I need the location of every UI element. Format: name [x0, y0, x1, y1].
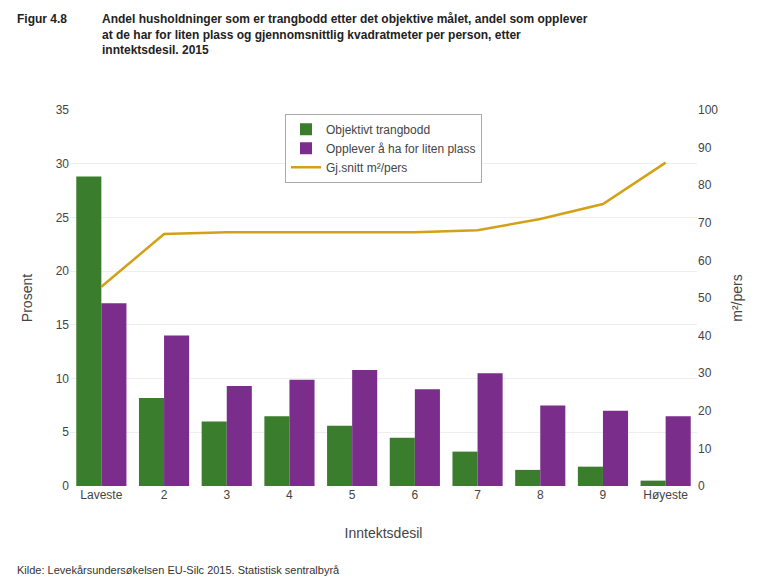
svg-text:15: 15: [56, 318, 70, 332]
svg-text:Andel husholdninger som er tra: Andel husholdninger som er trangbodd ett…: [102, 12, 588, 57]
svg-text:Inntektsdesil: Inntektsdesil: [345, 525, 423, 541]
svg-text:25: 25: [56, 211, 70, 225]
svg-text:m²/pers: m²/pers: [729, 274, 745, 321]
svg-text:0: 0: [698, 479, 705, 493]
svg-text:30: 30: [698, 366, 712, 380]
svg-text:100: 100: [698, 103, 718, 117]
svg-text:Høyeste: Høyeste: [643, 488, 688, 502]
svg-text:Figur 4.8: Figur 4.8: [17, 12, 67, 26]
svg-text:8: 8: [537, 488, 544, 502]
svg-text:35: 35: [56, 103, 70, 117]
svg-text:5: 5: [62, 425, 69, 439]
svg-text:60: 60: [698, 254, 712, 268]
svg-text:20: 20: [698, 404, 712, 418]
svg-text:90: 90: [698, 141, 712, 155]
svg-text:3: 3: [223, 488, 230, 502]
svg-text:6: 6: [412, 488, 419, 502]
svg-text:Gj.snitt m²/pers: Gj.snitt m²/pers: [326, 161, 407, 175]
svg-text:Prosent: Prosent: [19, 274, 35, 322]
svg-text:Opplever å ha for liten plass: Opplever å ha for liten plass: [326, 142, 475, 156]
svg-text:70: 70: [698, 216, 712, 230]
svg-text:7: 7: [474, 488, 481, 502]
svg-text:40: 40: [698, 329, 712, 343]
svg-text:Kilde: Levekårsundersøkelsen E: Kilde: Levekårsundersøkelsen EU-Silc 201…: [17, 564, 340, 576]
svg-text:50: 50: [698, 291, 712, 305]
svg-text:10: 10: [56, 372, 70, 386]
svg-text:20: 20: [56, 264, 70, 278]
svg-text:5: 5: [349, 488, 356, 502]
svg-text:2: 2: [161, 488, 168, 502]
svg-text:80: 80: [698, 178, 712, 192]
svg-text:9: 9: [600, 488, 607, 502]
svg-text:4: 4: [286, 488, 293, 502]
svg-text:0: 0: [62, 479, 69, 493]
svg-text:30: 30: [56, 157, 70, 171]
svg-text:Objektivt trangbodd: Objektivt trangbodd: [326, 123, 430, 137]
svg-text:Laveste: Laveste: [80, 488, 122, 502]
svg-text:10: 10: [698, 442, 712, 456]
